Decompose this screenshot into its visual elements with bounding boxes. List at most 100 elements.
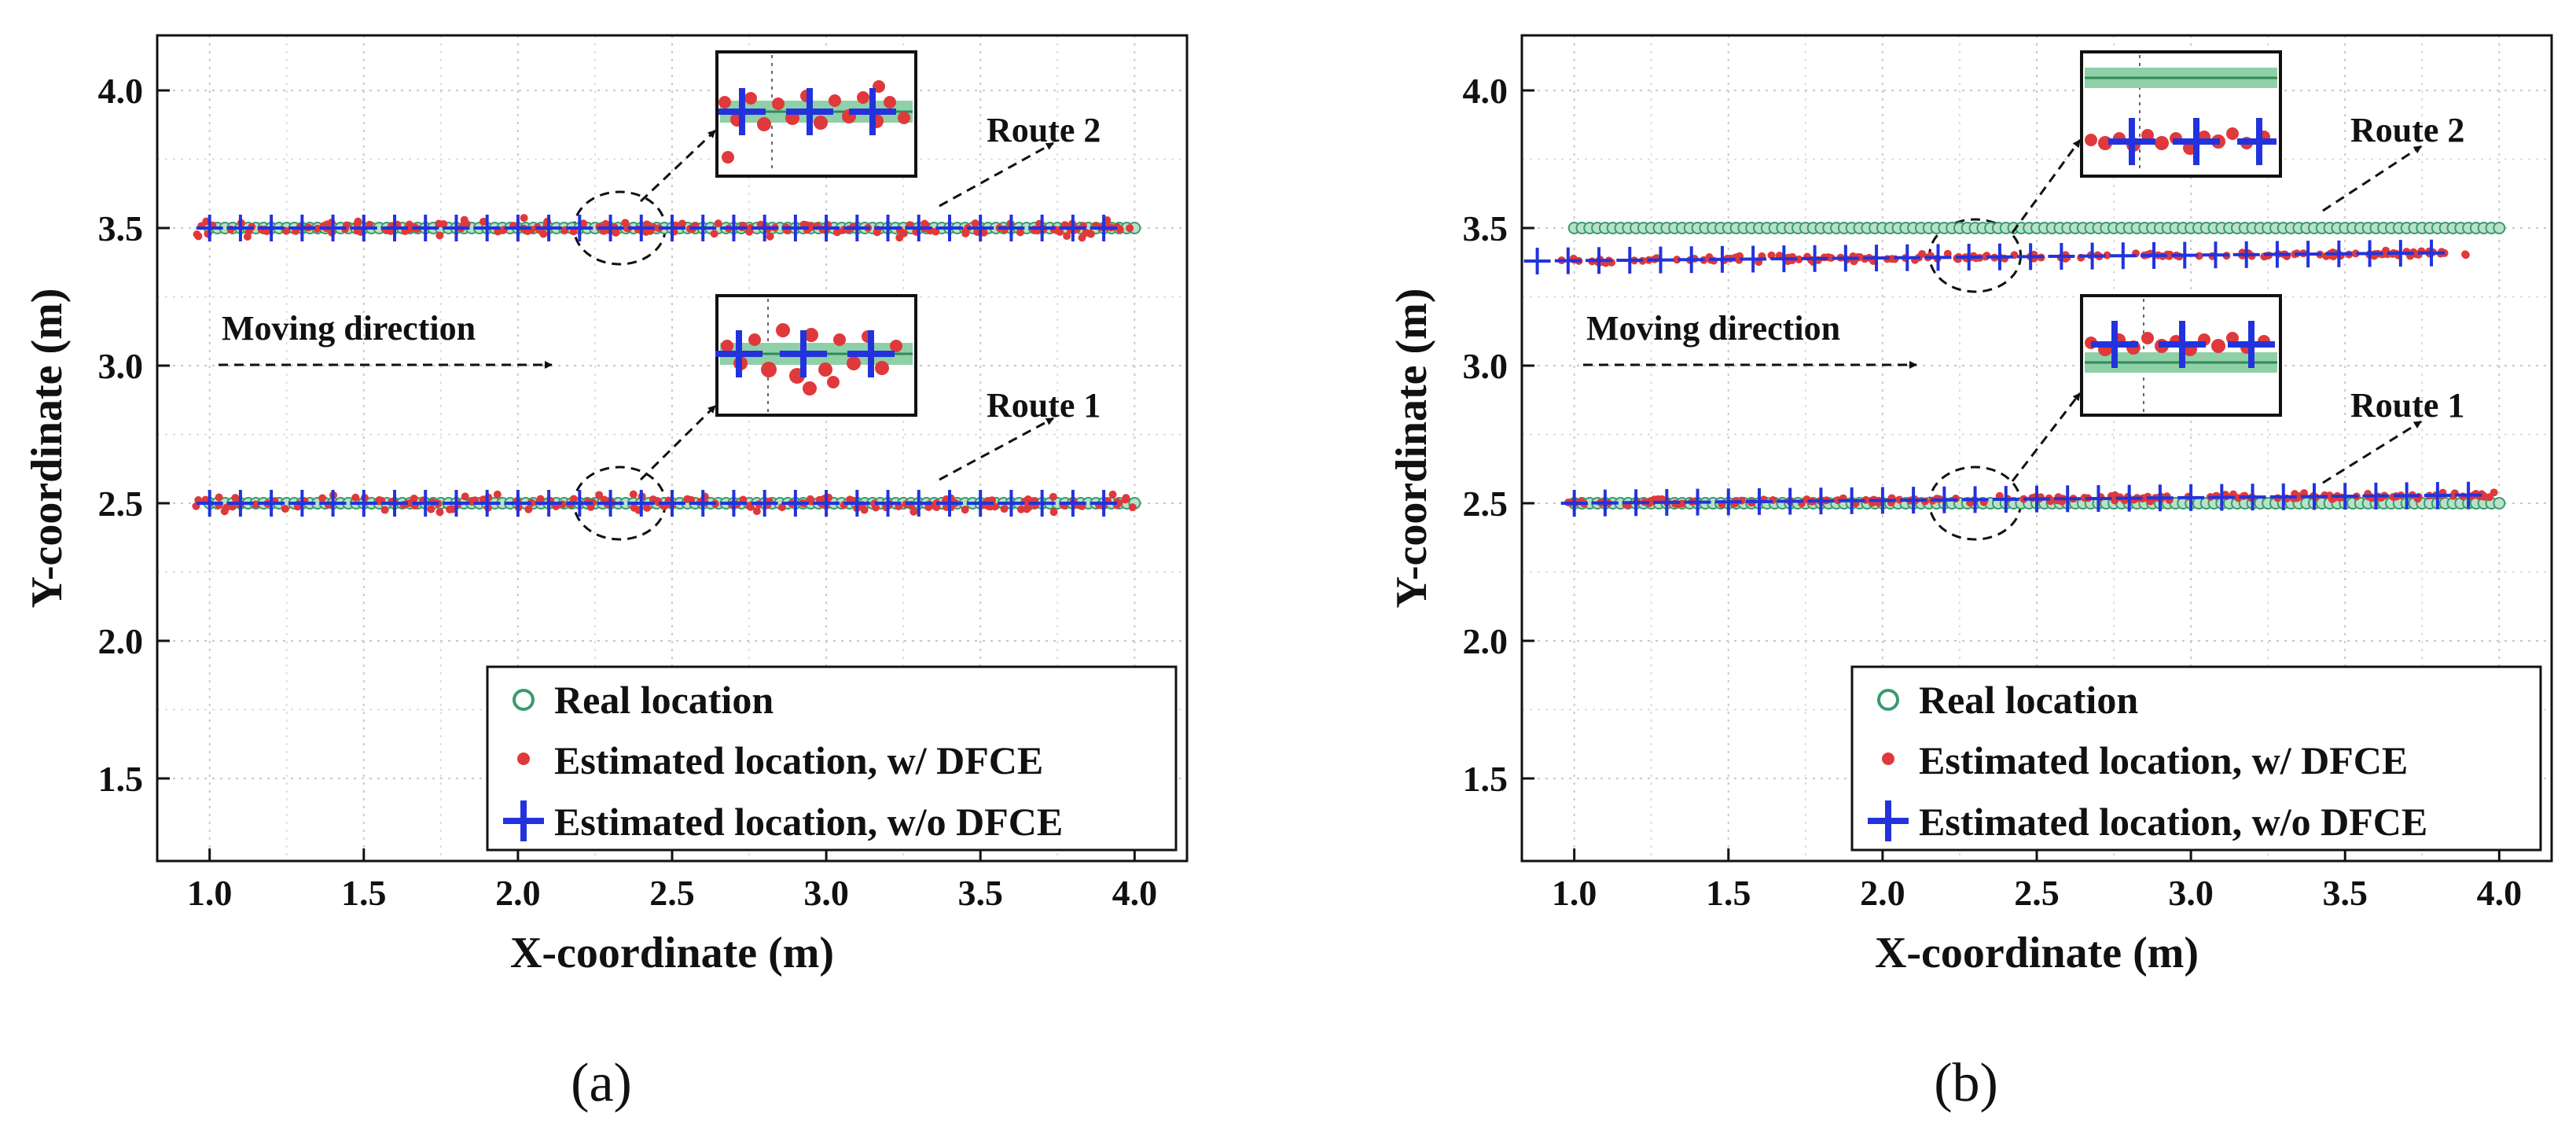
estimated-no-dfce-point bbox=[1955, 244, 1983, 271]
moving-direction-label: Moving direction bbox=[222, 309, 476, 348]
estimated-no-dfce-point bbox=[443, 215, 470, 241]
estimated-dfce-point bbox=[318, 494, 327, 502]
estimated-no-dfce-point bbox=[1059, 215, 1086, 241]
x-tick-label: 1.0 bbox=[1552, 873, 1597, 913]
estimated-dfce-point bbox=[520, 214, 528, 223]
estimated-dfce-point bbox=[924, 502, 933, 511]
estimated-dfce-point bbox=[479, 495, 487, 504]
estimated-dfce-point bbox=[766, 232, 774, 241]
estimated-no-dfce-point bbox=[905, 490, 932, 517]
x-tick-label: 2.5 bbox=[2014, 873, 2060, 913]
estimated-no-dfce-point bbox=[2115, 484, 2143, 512]
estimated-dfce-point bbox=[1000, 505, 1009, 513]
estimated-no-dfce-point bbox=[2418, 239, 2446, 267]
estimated-no-dfce-point bbox=[1090, 490, 1118, 517]
x-tick-label: 1.0 bbox=[187, 873, 233, 913]
estimated-no-dfce-point bbox=[627, 215, 655, 241]
estimated-dfce-point bbox=[714, 219, 722, 228]
estimated-dfce-point bbox=[479, 217, 487, 226]
estimated-dfce-point bbox=[1943, 249, 1952, 258]
estimated-no-dfce-point bbox=[1894, 244, 1921, 271]
estimated-no-dfce-point bbox=[1059, 490, 1086, 517]
estimated-no-dfce-point bbox=[843, 215, 871, 241]
estimated-dfce-point bbox=[2480, 492, 2489, 501]
estimated-no-dfce-point bbox=[2263, 241, 2291, 268]
estimated-no-dfce-point bbox=[751, 215, 778, 241]
estimated-no-dfce-point bbox=[288, 490, 316, 517]
estimated-no-dfce-point bbox=[473, 215, 501, 241]
chart-panel-a: 1.0 1.5 2.0 2.5 3.0 3.5 4.0 1.5 2.0 2.5 3.0 3.5 4.0 bbox=[23, 34, 1189, 1113]
estimated-no-dfce-point bbox=[350, 215, 377, 241]
estimated-dfce-point bbox=[569, 495, 578, 503]
y-tick-label: 3.0 bbox=[1463, 346, 1508, 386]
estimated-no-dfce-point bbox=[998, 490, 1025, 517]
estimated-no-dfce-point bbox=[535, 490, 563, 517]
estimated-dfce-point bbox=[971, 219, 979, 227]
estimated-no-dfce-point bbox=[473, 490, 501, 517]
estimated-no-dfce-point bbox=[1863, 245, 1891, 272]
estimated-no-dfce-point bbox=[2048, 242, 2075, 270]
estimated-no-dfce-point bbox=[2325, 240, 2353, 267]
moving-direction-label: Moving direction bbox=[1586, 309, 1840, 348]
estimated-no-dfce-point bbox=[381, 215, 409, 241]
estimated-no-dfce-point bbox=[1869, 487, 1896, 514]
legend-with-dfce: Estimated location, w/ DFCE bbox=[554, 738, 1043, 782]
estimated-no-dfce-point bbox=[2393, 482, 2420, 510]
estimated-no-dfce-point bbox=[967, 490, 994, 517]
estimated-no-dfce-point bbox=[1777, 488, 1804, 515]
legend-plus-icon bbox=[1868, 800, 1909, 841]
y-tick-label: 4.0 bbox=[1463, 71, 1508, 111]
estimated-dfce-point bbox=[832, 228, 841, 237]
legend-dot-icon bbox=[1882, 752, 1894, 765]
estimated-dfce-point bbox=[860, 506, 869, 514]
y-axis-label: Y-coordinate (m) bbox=[1387, 289, 1436, 609]
estimated-no-dfce-point bbox=[751, 490, 778, 517]
estimated-dfce-point bbox=[870, 499, 879, 508]
estimated-no-dfce-point bbox=[1653, 488, 1681, 516]
estimated-dfce-point bbox=[1128, 503, 1137, 512]
estimated-no-dfce-point bbox=[2054, 485, 2082, 513]
estimated-no-dfce-point bbox=[874, 215, 902, 241]
estimated-dfce-point bbox=[220, 507, 229, 516]
estimated-no-dfce-point bbox=[781, 215, 809, 241]
estimated-no-dfce-point bbox=[1807, 488, 1835, 515]
inset-route2 bbox=[2080, 50, 2282, 178]
estimated-dfce-point bbox=[643, 503, 652, 512]
estimated-no-dfce-point bbox=[2085, 484, 2112, 512]
estimated-no-dfce-point bbox=[813, 490, 840, 517]
estimated-dfce-point bbox=[895, 234, 904, 242]
estimated-no-dfce-point bbox=[412, 490, 439, 517]
estimated-no-dfce-point bbox=[2356, 240, 2383, 267]
estimated-dfce-point bbox=[678, 219, 686, 228]
y-axis-label: Y-coordinate (m) bbox=[23, 289, 72, 609]
estimated-dfce-point bbox=[612, 228, 620, 237]
estimated-no-dfce-point bbox=[2017, 243, 2045, 270]
estimated-dfce-point bbox=[2461, 251, 2470, 259]
legend: Real location Estimated location, w/ DFC… bbox=[486, 665, 1178, 852]
estimated-no-dfce-point bbox=[813, 215, 840, 241]
legend-dot-icon bbox=[517, 752, 530, 765]
y-tick-label: 4.0 bbox=[98, 71, 144, 111]
estimated-dfce-point bbox=[2490, 488, 2498, 497]
estimated-no-dfce-point bbox=[1591, 489, 1619, 517]
inset-route1 bbox=[715, 294, 917, 417]
estimated-no-dfce-point bbox=[597, 215, 624, 241]
x-axis-label: X-coordinate (m) bbox=[1875, 929, 2199, 977]
estimated-dfce-point bbox=[710, 230, 718, 238]
estimated-no-dfce-point bbox=[1900, 487, 1927, 514]
estimated-no-dfce-point bbox=[2202, 241, 2229, 269]
estimated-no-dfce-point bbox=[1740, 245, 1767, 273]
estimated-no-dfce-point bbox=[1708, 245, 1736, 273]
estimated-no-dfce-point bbox=[720, 490, 748, 517]
x-tick-label: 2.5 bbox=[649, 873, 695, 913]
real-location-point bbox=[2493, 222, 2506, 234]
estimated-dfce-point bbox=[435, 508, 444, 517]
estimated-no-dfce-point bbox=[1622, 489, 1650, 517]
estimated-no-dfce-point bbox=[967, 215, 994, 241]
estimated-dfce-point bbox=[1673, 256, 1681, 264]
estimated-no-dfce-point bbox=[196, 215, 223, 241]
estimated-no-dfce-point bbox=[1560, 490, 1588, 517]
x-tick-label: 4.0 bbox=[1112, 873, 1158, 913]
x-tick-label: 3.0 bbox=[2168, 873, 2214, 913]
estimated-no-dfce-point bbox=[597, 490, 624, 517]
